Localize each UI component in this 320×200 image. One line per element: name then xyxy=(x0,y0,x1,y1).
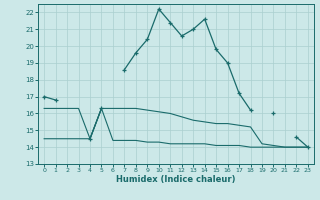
X-axis label: Humidex (Indice chaleur): Humidex (Indice chaleur) xyxy=(116,175,236,184)
